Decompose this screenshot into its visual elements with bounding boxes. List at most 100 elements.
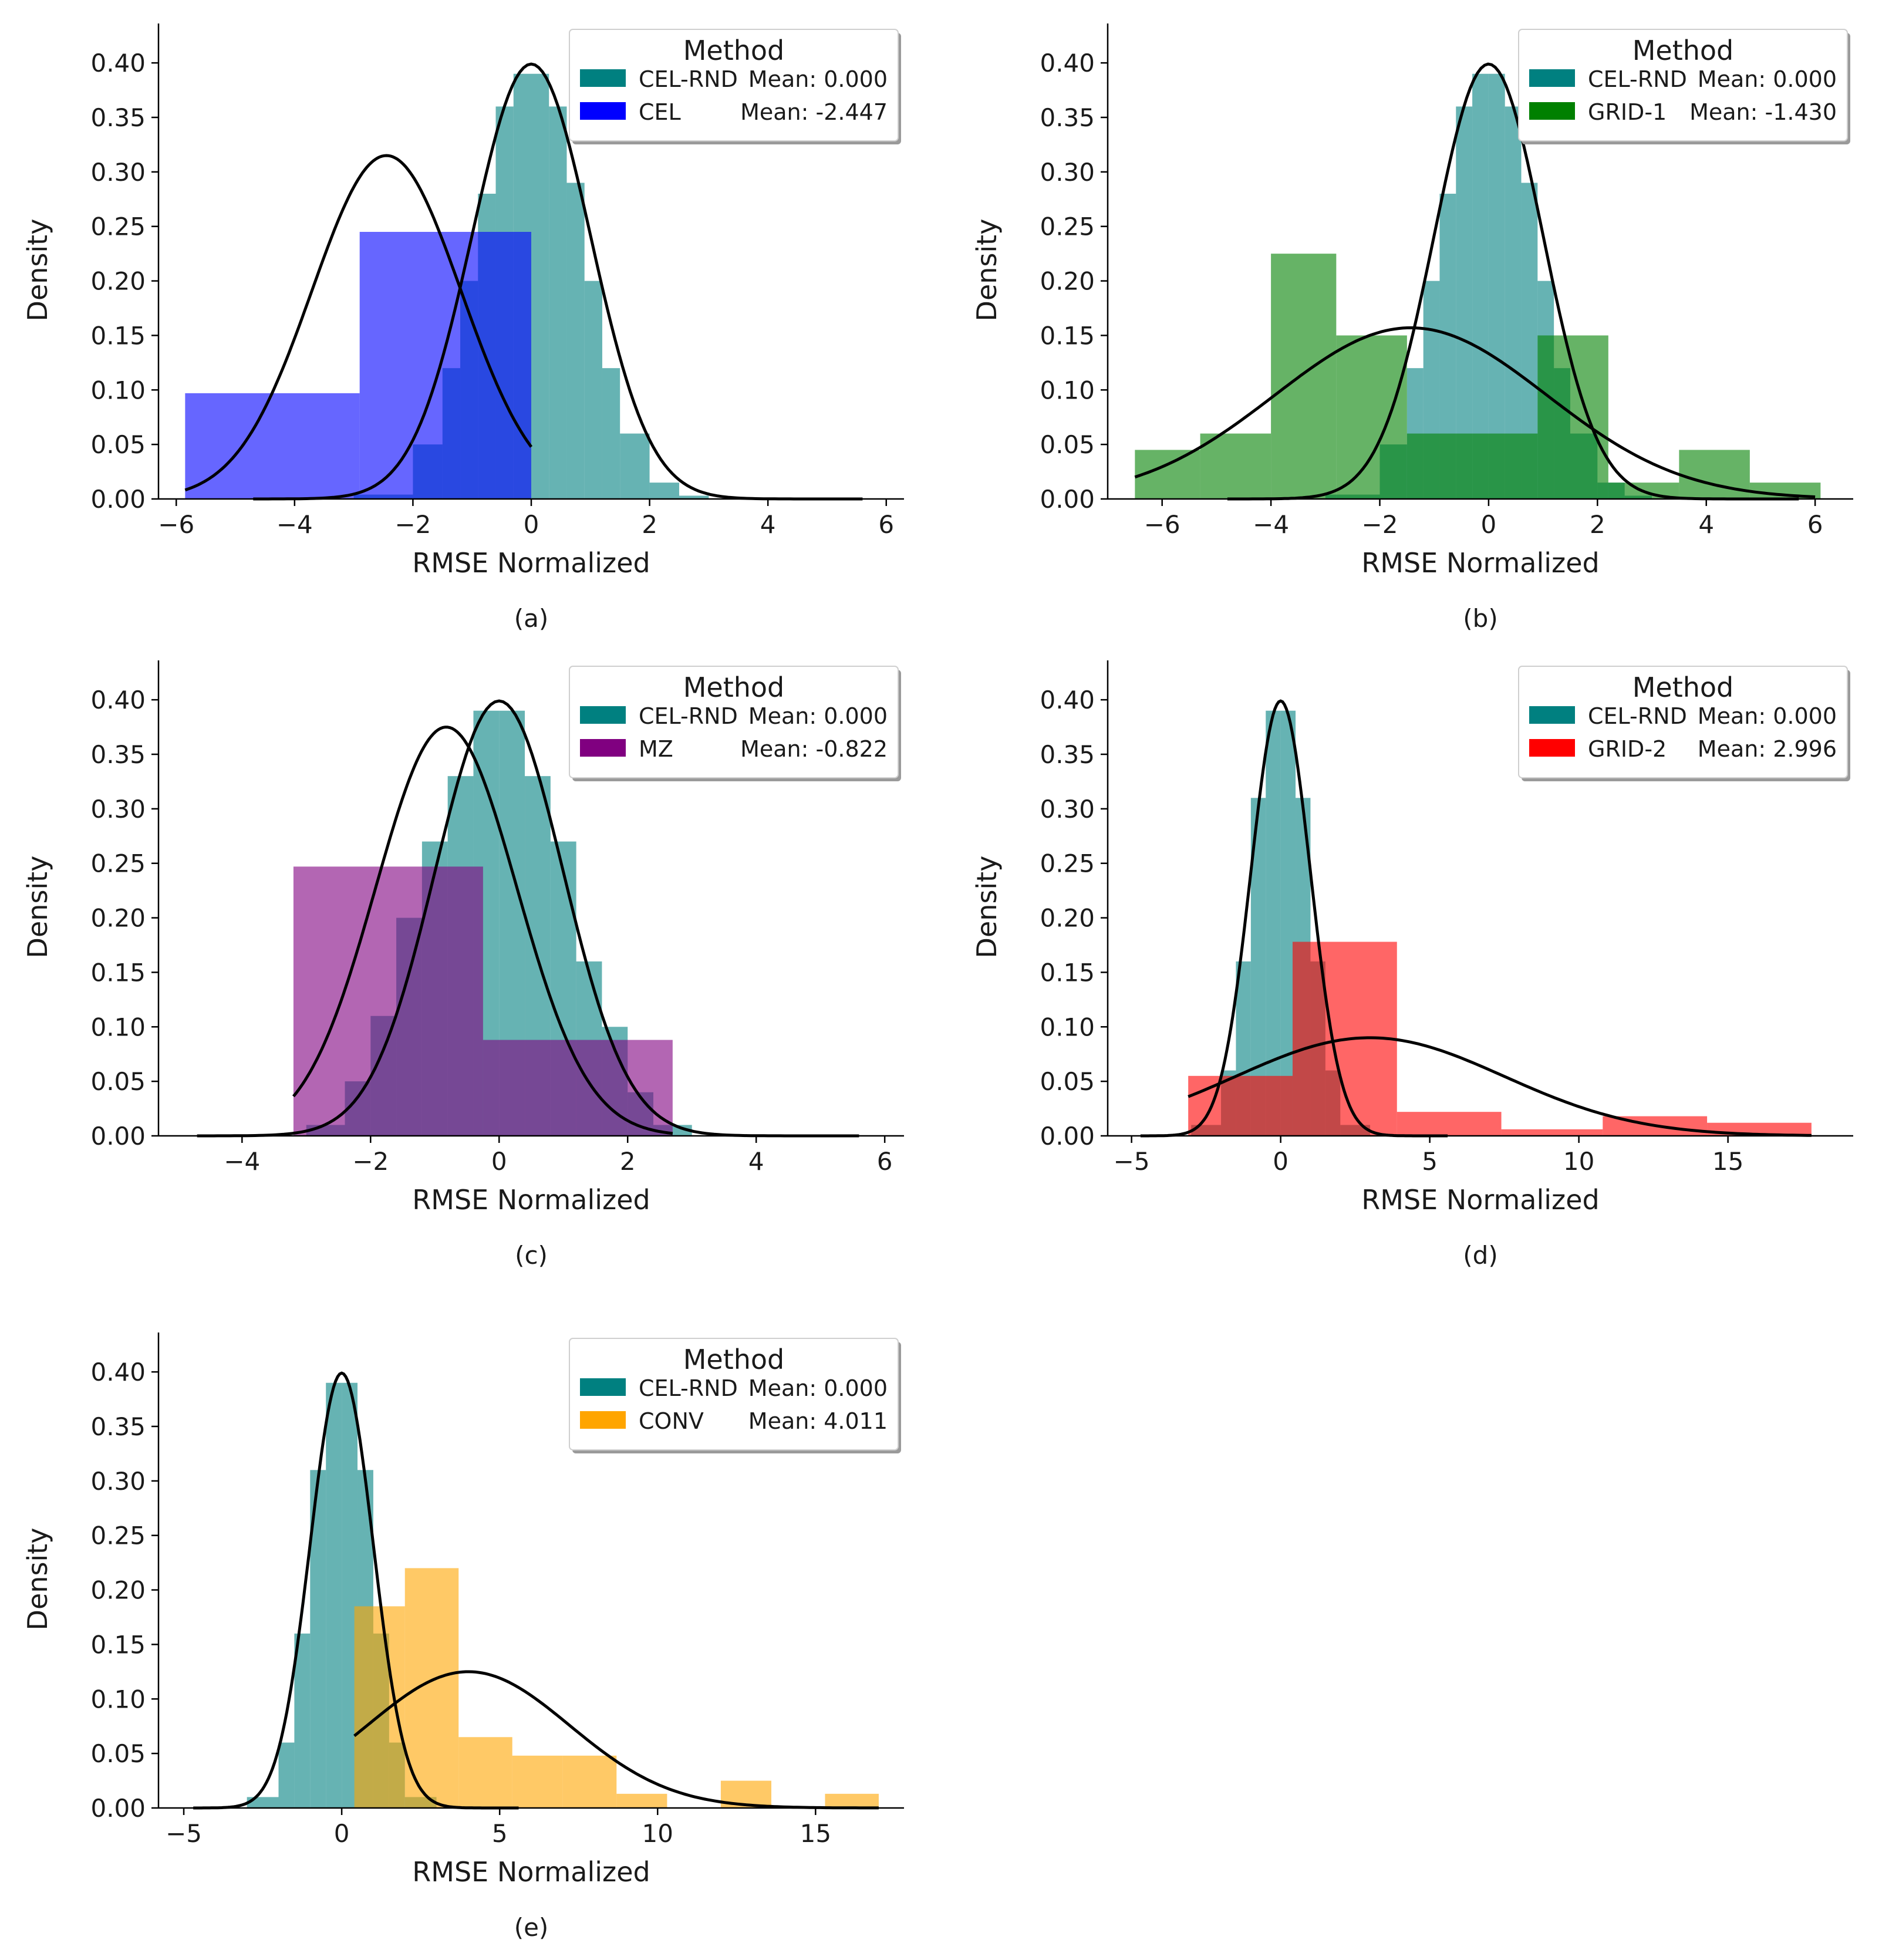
legend-entry-mean: Mean: 0.000 bbox=[748, 703, 888, 729]
legend-swatch-cel-rnd bbox=[1529, 706, 1575, 724]
x-tick-label: −5 bbox=[166, 1819, 202, 1848]
x-tick-label: 0 bbox=[1273, 1147, 1289, 1176]
chart-panel-e: −5 0 5 10 15 0.00 0.05 0.10 0.15 0.20 0.25 0.30 0.35… bbox=[0, 1309, 939, 1943]
hist-bar-cel bbox=[359, 232, 531, 499]
chart-panel-c: −4 −2 0 2 4 6 0.00 0.05 0.10 0.15 0.20 0.25 0.30 0.35… bbox=[0, 637, 939, 1271]
hist-bar-conv bbox=[616, 1793, 667, 1808]
hist-bar-cel-rnd bbox=[549, 106, 567, 499]
hist-bar-mz bbox=[483, 1040, 673, 1136]
chart-panel-a: −6 −4 −2 0 2 4 6 0.00 0.05 0.10 0.15 0.20 0.25 0.30 0.… bbox=[0, 0, 939, 634]
legend-entry-mean: Mean: 0.000 bbox=[1698, 703, 1837, 729]
y-tick-label: 0.25 bbox=[90, 849, 146, 878]
histogram-cel bbox=[185, 232, 531, 499]
legend-entry-mean: Mean: 0.000 bbox=[748, 1375, 888, 1401]
legend-swatch-cel-rnd bbox=[580, 706, 626, 724]
legend-entry-mean: Mean: -0.822 bbox=[740, 736, 888, 762]
histogram-conv bbox=[354, 1568, 879, 1808]
y-tick-label: 0.35 bbox=[90, 740, 146, 769]
legend-swatch-cel-rnd bbox=[1529, 69, 1575, 87]
y-tick-label: 0.00 bbox=[90, 1794, 146, 1823]
y-tick-label: 0.40 bbox=[1040, 686, 1095, 714]
y-tick-label: 0.35 bbox=[90, 103, 146, 132]
legend-title: Method bbox=[683, 1344, 785, 1375]
y-tick-label: 0.25 bbox=[1040, 212, 1095, 241]
y-tick-label: 0.10 bbox=[1040, 1013, 1095, 1041]
density-curve-cel bbox=[184, 154, 533, 492]
x-tick-label: 4 bbox=[760, 510, 776, 539]
y-tick-label: 0.30 bbox=[1040, 795, 1095, 824]
legend-box bbox=[1518, 29, 1848, 141]
hist-bar-conv bbox=[354, 1606, 405, 1808]
y-tick-label: 0.05 bbox=[1040, 1067, 1095, 1096]
x-tick-label: 0 bbox=[1481, 510, 1497, 539]
legend-entry-name: CEL-RND bbox=[1588, 703, 1687, 729]
legend-entry-mean: Mean: 0.000 bbox=[1698, 66, 1837, 92]
legend-entry-name: CEL-RND bbox=[1588, 66, 1687, 92]
y-tick-label: 0.10 bbox=[90, 1013, 146, 1041]
legend-entry-name: CEL bbox=[639, 99, 681, 125]
y-tick-label: 0.00 bbox=[90, 1122, 146, 1151]
hist-bar-grid-1 bbox=[1406, 433, 1473, 499]
panel-caption: (d) bbox=[1463, 1241, 1497, 1270]
legend-entry-mean: Mean: -1.430 bbox=[1689, 99, 1837, 125]
y-axis-label: Density bbox=[22, 856, 53, 959]
hist-bar-grid-2 bbox=[1188, 1075, 1293, 1136]
y-tick-label: 0.25 bbox=[90, 212, 146, 241]
hist-bar-cel-rnd bbox=[679, 495, 709, 499]
density-curve-mz bbox=[292, 726, 673, 1135]
y-tick-label: 0.10 bbox=[1040, 376, 1095, 404]
y-tick-label: 0.05 bbox=[90, 1067, 146, 1096]
chart-panel-d: −5 0 5 10 15 0.00 0.05 0.10 0.15 0.20 0.25 0.30 0.35… bbox=[949, 637, 1888, 1271]
x-axis-label: RMSE Normalized bbox=[412, 547, 650, 579]
legend-entry-name: CEL-RND bbox=[639, 66, 738, 92]
chart-svg-c: −4 −2 0 2 4 6 0.00 0.05 0.10 0.15 0.20 0.25 0.30 0.35… bbox=[22, 660, 904, 1270]
hist-bar-grid-1 bbox=[1336, 335, 1407, 499]
x-tick-label: 0 bbox=[491, 1147, 507, 1176]
hist-bar-cel-rnd bbox=[1266, 710, 1281, 1136]
y-tick-label: 0.10 bbox=[90, 1685, 146, 1713]
x-axis-label: RMSE Normalized bbox=[412, 1856, 650, 1888]
x-tick-label: −4 bbox=[1253, 510, 1289, 539]
hist-bar-conv bbox=[458, 1737, 512, 1808]
x-tick-label: 5 bbox=[492, 1819, 508, 1848]
legend-entry-mean: Mean: 0.000 bbox=[748, 66, 888, 92]
x-tick-label: −4 bbox=[276, 510, 313, 539]
x-tick-label: 6 bbox=[878, 510, 894, 539]
y-tick-label: 0.30 bbox=[1040, 158, 1095, 187]
hist-bar-cel bbox=[185, 393, 360, 499]
x-tick-label: 2 bbox=[642, 510, 657, 539]
panel-caption: (e) bbox=[514, 1913, 549, 1942]
hist-bar-cel-rnd bbox=[566, 183, 585, 499]
panel-caption: (b) bbox=[1463, 604, 1497, 633]
density-curve-grid-1 bbox=[1134, 326, 1816, 498]
x-axis-label: RMSE Normalized bbox=[1361, 1184, 1599, 1216]
y-tick-label: 0.15 bbox=[1040, 958, 1095, 987]
legend-entry-mean: Mean: 2.996 bbox=[1698, 736, 1837, 762]
x-tick-label: −2 bbox=[1362, 510, 1398, 539]
y-tick-label: 0.00 bbox=[90, 485, 146, 514]
y-axis-label: Density bbox=[22, 1528, 53, 1631]
chart-svg-b: −6 −4 −2 0 2 4 6 0.00 0.05 0.10 0.15 0.20 0.25 0.30 0.… bbox=[971, 23, 1853, 633]
y-tick-label: 0.25 bbox=[1040, 849, 1095, 878]
legend-entry-name: GRID-2 bbox=[1588, 736, 1667, 762]
legend-swatch-cel-rnd bbox=[580, 69, 626, 87]
y-tick-label: 0.35 bbox=[1040, 103, 1095, 132]
legend-entry-name: MZ bbox=[639, 736, 673, 762]
x-tick-label: 2 bbox=[1590, 510, 1605, 539]
x-tick-label: 15 bbox=[800, 1819, 831, 1848]
x-tick-label: 4 bbox=[748, 1147, 764, 1176]
x-tick-label: −4 bbox=[224, 1147, 260, 1176]
hist-bar-cel-rnd bbox=[584, 281, 602, 499]
y-tick-label: 0.20 bbox=[1040, 267, 1095, 296]
y-tick-label: 0.20 bbox=[90, 1576, 146, 1605]
y-axis-label: Density bbox=[22, 219, 53, 322]
hist-bar-conv bbox=[562, 1755, 617, 1808]
y-tick-label: 0.20 bbox=[1040, 904, 1095, 933]
y-tick-label: 0.15 bbox=[90, 1630, 146, 1659]
chart-svg-a: −6 −4 −2 0 2 4 6 0.00 0.05 0.10 0.15 0.20 0.25 0.30 0.… bbox=[22, 23, 904, 633]
hist-bar-cel-rnd bbox=[531, 73, 549, 499]
legend-entry-mean: Mean: -2.447 bbox=[740, 99, 888, 125]
x-axis-label: RMSE Normalized bbox=[1361, 547, 1599, 579]
